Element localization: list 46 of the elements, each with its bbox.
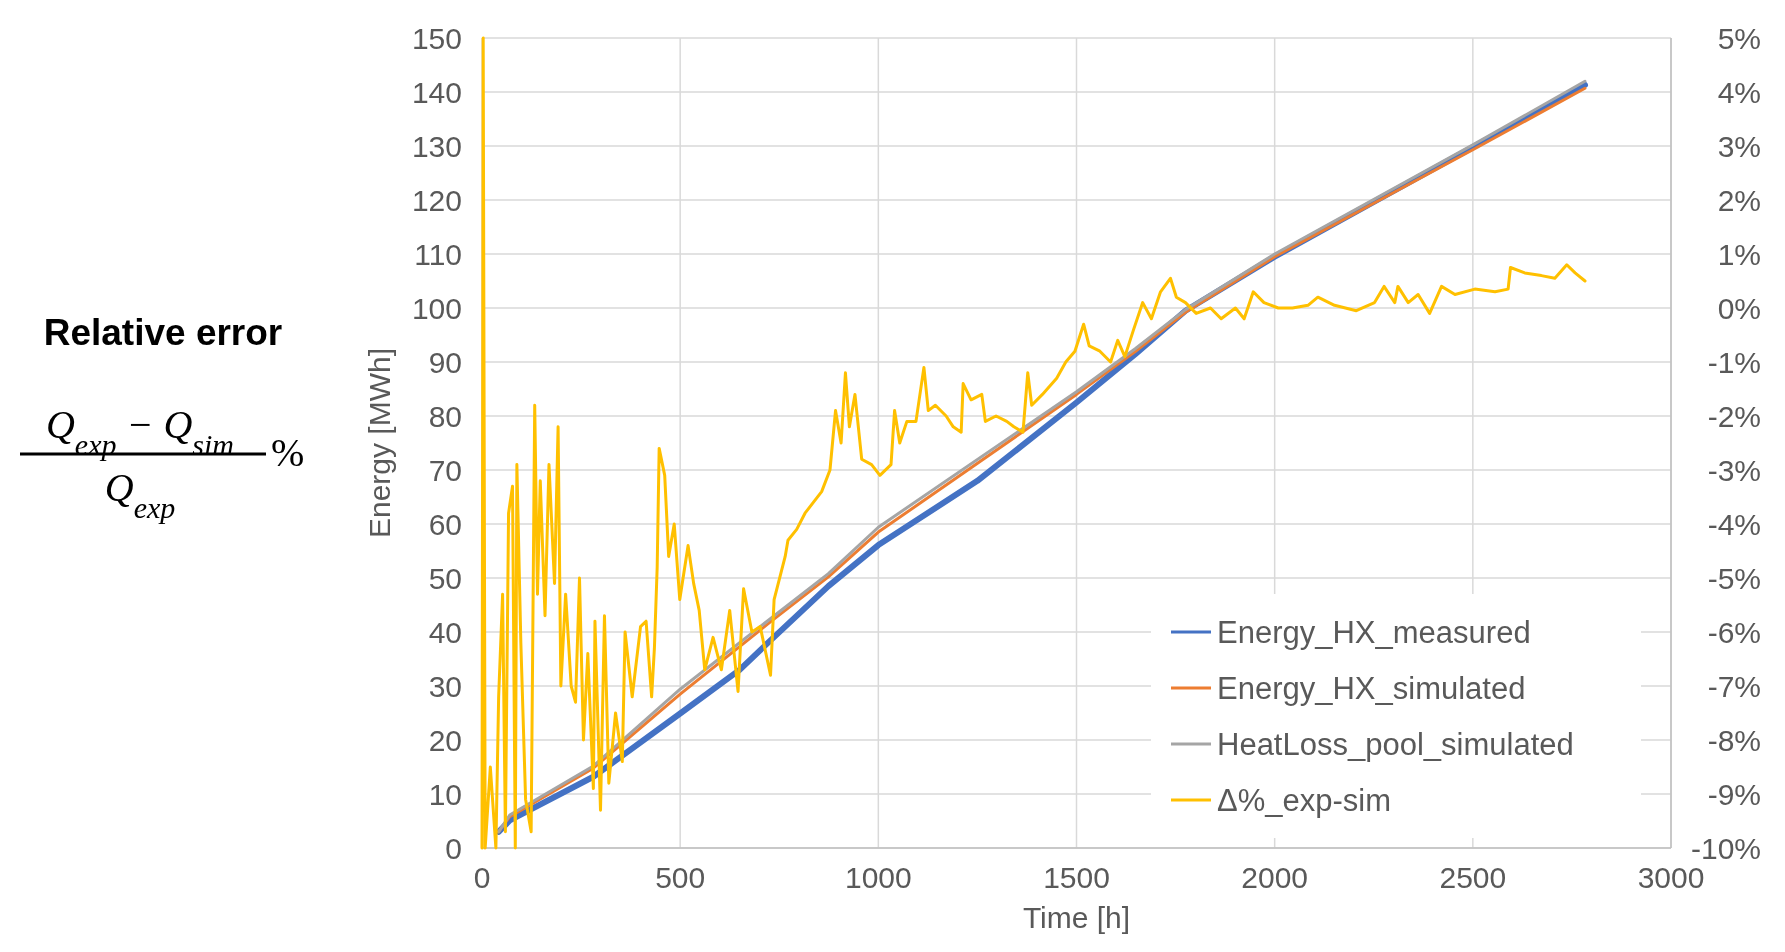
y2-tick-label: 1%: [1717, 237, 1761, 271]
y-axis-title: Energy [MWh]: [363, 347, 396, 539]
y-tick-label: 50: [428, 561, 462, 595]
y2-tick-label: 4%: [1717, 75, 1761, 109]
y-tick-label: 150: [411, 21, 462, 55]
y-tick-label: 130: [411, 129, 462, 163]
y2-tick-label: 0%: [1717, 291, 1761, 325]
x-tick-label: 1000: [844, 861, 912, 894]
x-axis-title: Time [h]: [1022, 901, 1131, 934]
x-tick-label: 0: [473, 861, 491, 894]
y-tick-label: 140: [411, 75, 462, 109]
y-tick-label: 10: [428, 777, 462, 811]
legend-label: Energy_HX_measured: [1217, 614, 1531, 650]
y-tick-label: 20: [428, 723, 462, 757]
y2-tick-label: 3%: [1717, 129, 1761, 163]
y-tick-label: 110: [414, 237, 462, 271]
legend-label: HeatLoss_pool_simulated: [1217, 726, 1574, 762]
x-tick-label: 2000: [1241, 861, 1309, 894]
legend-label: Energy_HX_simulated: [1217, 670, 1526, 706]
y-tick-label: 40: [428, 615, 462, 649]
y2-tick-label: -1%: [1707, 345, 1761, 379]
y-tick-label: 100: [411, 291, 462, 325]
y-tick-label: 30: [428, 669, 462, 703]
y2-tick-label: -8%: [1707, 723, 1761, 757]
y2-tick-label: 5%: [1717, 21, 1761, 55]
y-tick-label: 60: [428, 507, 462, 541]
y2-tick-label: -3%: [1707, 453, 1761, 487]
y-tick-label: 90: [428, 345, 462, 379]
y-tick-label: 120: [411, 183, 462, 217]
y2-tick-label: -2%: [1707, 399, 1761, 433]
y2-tick-label: -6%: [1707, 615, 1761, 649]
y2-tick-label: -9%: [1707, 777, 1761, 811]
text: Relative error: [43, 312, 283, 353]
text: Q$_{exp}$: [104, 465, 176, 524]
x-tick-label: 500: [655, 861, 706, 894]
x-tick-label: 1500: [1043, 861, 1110, 894]
y2-tick-label: 2%: [1717, 183, 1761, 217]
y2-tick-label: -4%: [1707, 507, 1761, 541]
y-tick-label: 0: [445, 831, 462, 865]
y-tick-label: 70: [428, 453, 462, 487]
y2-tick-label: -7%: [1707, 669, 1761, 703]
legend-label: Δ%_exp-sim: [1217, 782, 1392, 818]
text: %: [271, 430, 305, 475]
y-tick-label: 80: [428, 399, 462, 433]
x-tick-label: 2500: [1439, 861, 1507, 894]
y2-tick-label: -5%: [1707, 561, 1761, 595]
